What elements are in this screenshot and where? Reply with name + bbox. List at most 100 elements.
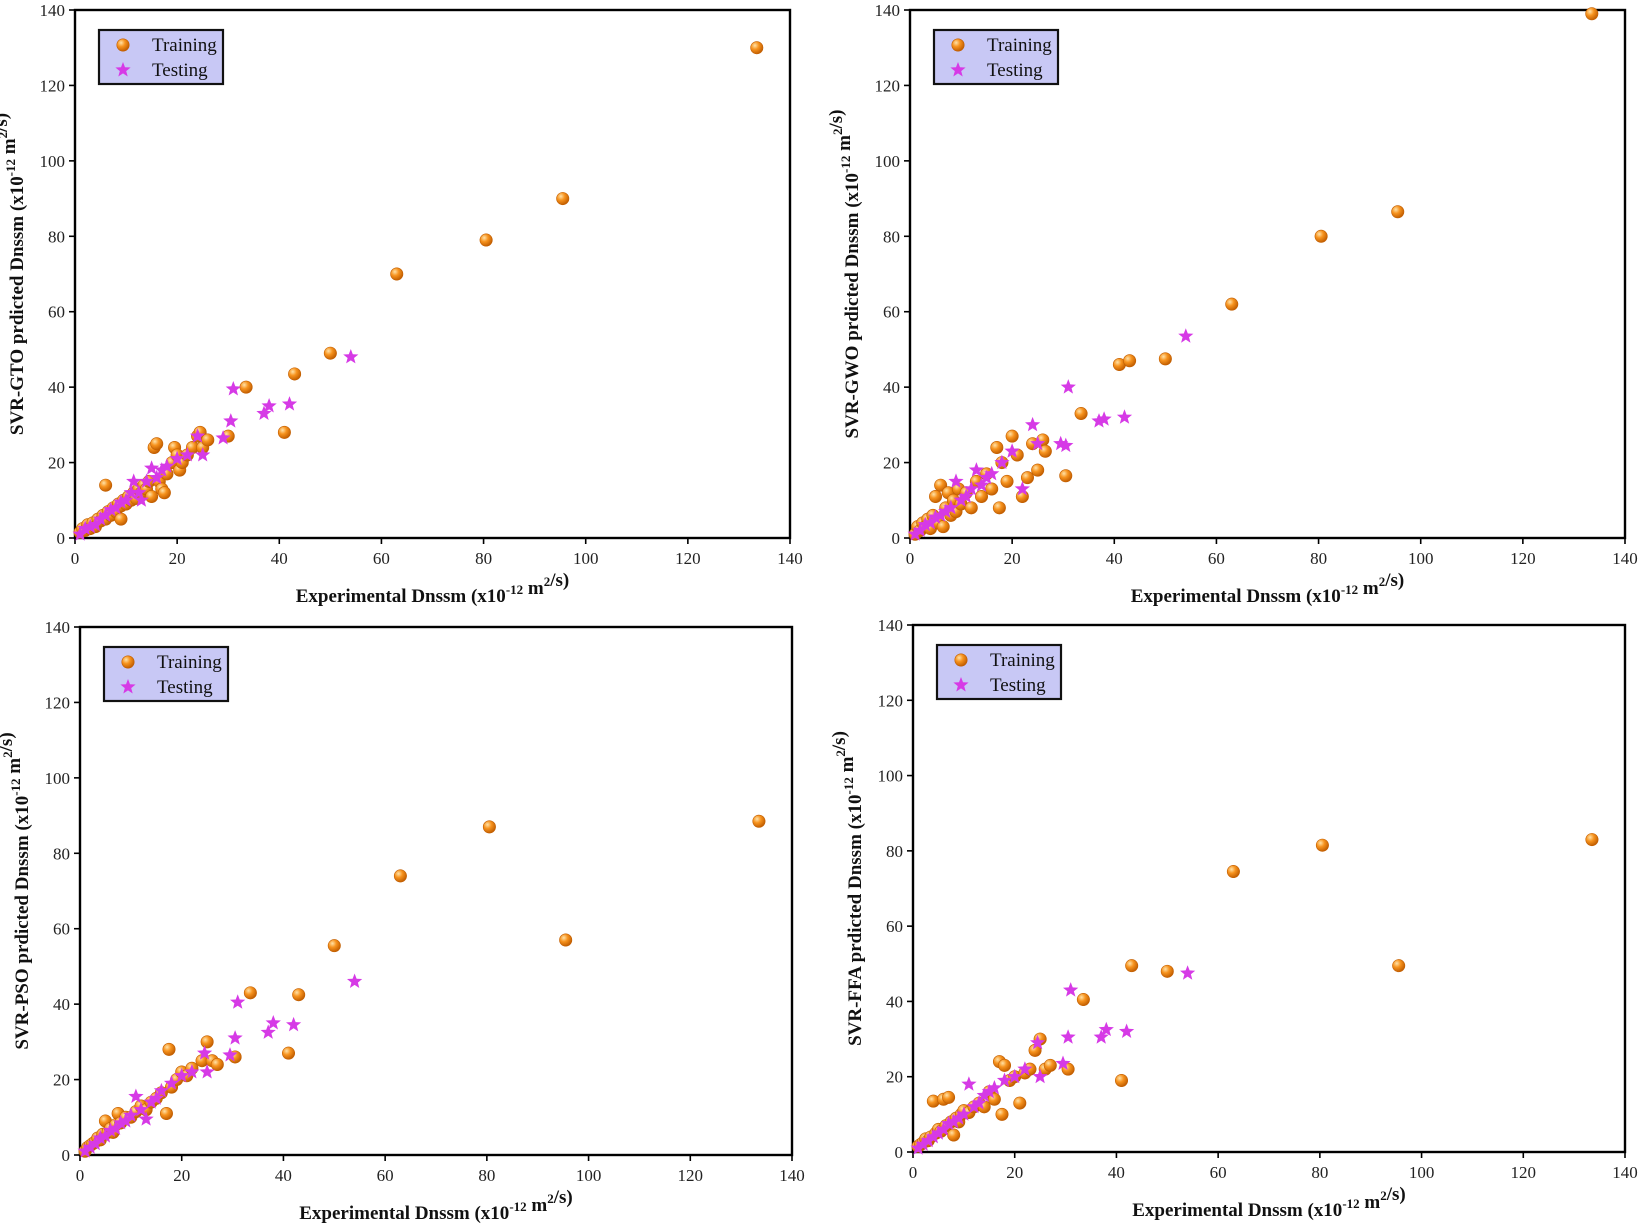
scatter-panel-4: 0 20 40 60 80 100 120 140 0 20 40 60 80 100 120 140 Expe… xyxy=(829,616,1638,1221)
testing-point xyxy=(179,447,195,462)
legend: Training Testing xyxy=(102,645,230,703)
training-point xyxy=(990,440,1004,454)
legend-testing-marker xyxy=(950,62,966,77)
x-tick-label: 40 xyxy=(1106,549,1123,568)
testing-point xyxy=(961,1076,977,1091)
testing-point xyxy=(938,503,954,519)
series-testing xyxy=(907,328,1194,541)
training-point xyxy=(964,501,978,515)
testing-point xyxy=(184,1064,200,1079)
training-point xyxy=(159,1107,173,1121)
training-point xyxy=(145,490,159,504)
testing-point xyxy=(935,1121,952,1136)
testing-point xyxy=(131,484,147,500)
x-tick-label: 100 xyxy=(573,549,599,568)
x-tick-label: 0 xyxy=(906,549,915,568)
scatter-panel-3: 0 20 40 60 80 100 120 140 0 20 40 60 80 100 120 140 Expe… xyxy=(0,618,805,1224)
testing-point xyxy=(256,405,272,420)
training-point xyxy=(995,1107,1009,1121)
testing-point xyxy=(197,1045,213,1060)
training-point xyxy=(1076,993,1090,1007)
training-point xyxy=(1160,964,1174,978)
legend-label: Training xyxy=(157,652,222,673)
testing-point xyxy=(174,1067,190,1083)
series-testing xyxy=(910,965,1196,1155)
training-point xyxy=(393,869,407,883)
testing-point xyxy=(113,494,129,509)
testing-point xyxy=(87,1135,103,1151)
testing-point xyxy=(920,1132,936,1148)
legend-label: Training xyxy=(990,650,1055,671)
legend-training-marker xyxy=(954,653,968,667)
x-tick-label: 120 xyxy=(675,549,701,568)
legend-testing-marker xyxy=(115,62,131,77)
training-point xyxy=(1314,229,1328,243)
testing-point xyxy=(225,381,241,396)
testing-point xyxy=(190,428,206,443)
training-point xyxy=(1225,297,1239,311)
testing-point xyxy=(1004,443,1020,458)
training-point xyxy=(1315,838,1329,852)
testing-point xyxy=(910,1140,926,1155)
testing-point xyxy=(941,1115,957,1131)
training-point xyxy=(929,490,943,504)
testing-point xyxy=(227,1030,243,1045)
legend: Training Testing xyxy=(97,28,225,86)
training-point xyxy=(752,814,766,828)
testing-point xyxy=(1060,1029,1076,1044)
y-tick-label: 0 xyxy=(892,529,901,548)
training-point xyxy=(239,380,253,394)
y-tick-label: 80 xyxy=(48,227,65,246)
x-tick-label: 60 xyxy=(377,1166,394,1185)
y-tick-label: 140 xyxy=(875,1,901,20)
plot-frame xyxy=(908,8,1627,540)
x-tick-label: 120 xyxy=(1510,549,1536,568)
training-point xyxy=(390,267,404,281)
x-axis-title: Experimental Dnssm (x10-12 m2/s) xyxy=(1131,570,1404,607)
y-tick-label: 100 xyxy=(878,767,904,786)
training-point xyxy=(162,1042,176,1056)
y-axis-title: SVR-FFA prdicted Dnssm (x10-12 m2/s) xyxy=(829,731,866,1046)
testing-point xyxy=(1091,413,1107,428)
y-tick-label: 40 xyxy=(883,378,900,397)
testing-point xyxy=(1032,1068,1048,1084)
testing-point xyxy=(981,1083,997,1099)
legend-label: Testing xyxy=(990,675,1046,696)
testing-point xyxy=(163,1075,180,1090)
testing-point xyxy=(126,473,142,488)
training-point xyxy=(1059,469,1073,483)
testing-point xyxy=(143,1094,159,1109)
training-point xyxy=(1038,444,1052,458)
testing-point xyxy=(261,398,277,413)
y-tick-label: 80 xyxy=(883,227,900,246)
training-point xyxy=(1391,205,1405,219)
y-tick-label: 20 xyxy=(883,454,900,473)
x-tick-label: 100 xyxy=(1409,1163,1435,1182)
testing-point xyxy=(927,509,944,524)
testing-point xyxy=(907,526,923,541)
testing-point xyxy=(265,1015,281,1030)
training-point xyxy=(323,346,337,360)
x-tick-label: 40 xyxy=(271,549,288,568)
y-axis-title: SVR-GTO prdicted Dnssm (x10-12 m2/s) xyxy=(0,113,28,435)
testing-point xyxy=(133,1101,149,1117)
legend-box xyxy=(97,28,225,86)
y-tick-label: 60 xyxy=(53,920,70,939)
testing-point xyxy=(149,469,165,485)
plot-frame xyxy=(78,625,794,1157)
x-tick-label: 80 xyxy=(475,549,492,568)
y-tick-label: 60 xyxy=(883,303,900,322)
training-point xyxy=(1392,959,1406,973)
training-point xyxy=(114,512,128,526)
testing-point xyxy=(77,1143,93,1158)
testing-point xyxy=(930,1125,946,1140)
training-point xyxy=(1115,1073,1129,1087)
x-tick-label: 20 xyxy=(1004,549,1021,568)
y-tick-label: 20 xyxy=(886,1068,903,1087)
training-point xyxy=(288,367,302,381)
y-tick-label: 40 xyxy=(886,992,903,1011)
testing-point xyxy=(92,511,109,526)
testing-point xyxy=(153,1082,169,1098)
training-point xyxy=(327,939,341,953)
testing-point xyxy=(917,516,933,532)
